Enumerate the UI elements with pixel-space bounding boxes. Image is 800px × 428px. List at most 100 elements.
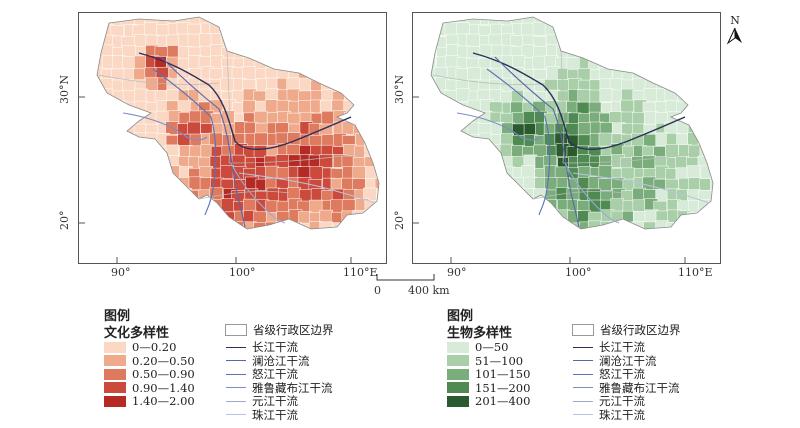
bio-class-row: 101—150 [447,367,530,381]
county-unit [364,134,379,148]
county-unit [211,211,225,226]
county-unit [697,35,711,49]
county-unit [101,211,116,226]
county-unit [567,33,581,47]
x-tick-110-left: 110°E [343,266,378,279]
county-unit [708,133,713,147]
river-legend-label: 元江干流 [599,394,645,408]
county-unit [455,220,469,229]
county-unit [709,90,713,104]
county-unit [144,177,158,191]
county-unit [653,22,667,37]
county-unit [446,135,460,149]
river-mainstream [472,52,686,150]
county-unit [297,100,312,114]
county-unit [332,233,345,246]
river-legend-label: 长江干流 [252,340,298,354]
county-unit [447,233,460,246]
county-unit [254,17,268,28]
county-unit [599,88,614,102]
county-unit [708,122,713,136]
county-unit [609,47,623,61]
scale-zero: 0 [374,284,381,297]
county-unit [321,110,336,125]
river-legend-row: 雅鲁藏布江干流 [573,381,680,395]
county-unit [221,234,234,247]
culture-class-row: 0.20—0.50 [104,354,195,368]
county-unit [308,56,323,71]
county-unit [100,200,115,215]
county-unit [155,177,170,191]
county-unit [677,68,692,83]
county-unit [600,220,615,229]
county-unit [436,134,450,149]
culture-class-swatch [104,382,126,393]
county-unit [375,17,379,26]
y-tick-20-right: 20° [393,210,406,231]
county-unit [611,234,624,247]
county-unit [655,56,669,70]
county-unit [589,35,604,50]
county-unit [677,17,691,26]
county-unit [431,33,437,47]
county-unit [665,232,678,245]
county-unit [80,36,93,49]
culture-legend-heading: 图例 [104,309,131,324]
county-unit [364,124,379,138]
county-unit [654,17,669,28]
county-unit [655,44,670,59]
county-unit [666,17,681,27]
county-unit [431,24,439,38]
bio-class-label: 101—150 [475,367,531,381]
county-unit [353,34,368,48]
culture-class-swatch [104,395,126,407]
county-unit [710,68,713,83]
county-unit [331,68,346,83]
county-unit [110,221,125,229]
county-unit [80,46,93,59]
x-tick-100-right: 100° [565,266,592,279]
county-unit [99,101,114,116]
county-unit [79,122,91,135]
county-unit [133,68,147,82]
county-unit [688,47,703,61]
county-unit [353,102,368,116]
county-unit [265,232,278,245]
county-unit [620,46,635,61]
county-unit [344,232,357,245]
county-unit [512,198,526,212]
county-unit [365,56,379,71]
county-unit [457,134,472,149]
county-unit [276,99,291,114]
county-unit [331,33,345,47]
county-unit [97,88,103,103]
county-unit [644,34,659,48]
county-unit [342,55,356,69]
county-unit [375,133,379,148]
county-unit [299,23,313,37]
river-legend-swatch [226,346,246,348]
county-unit [455,210,469,224]
county-unit [710,221,713,229]
county-unit [99,145,114,160]
county-unit [686,165,701,179]
county-unit [352,166,367,180]
county-unit [374,112,379,127]
county-unit [710,17,713,25]
county-unit [364,67,378,81]
county-unit [144,144,158,159]
county-unit [431,123,437,138]
county-unit [610,55,625,70]
county-unit [97,154,104,169]
province-boundary [198,191,290,200]
county-unit [431,17,437,28]
county-unit [79,144,91,157]
county-unit [97,101,105,115]
y-tick-30-left: 30°N [58,74,71,104]
river-legend-row: 怒江干流 [226,367,298,381]
county-unit [445,189,460,204]
county-unit [431,111,436,126]
county-unit [469,232,482,245]
county-unit [710,156,713,170]
county-unit [123,155,138,170]
